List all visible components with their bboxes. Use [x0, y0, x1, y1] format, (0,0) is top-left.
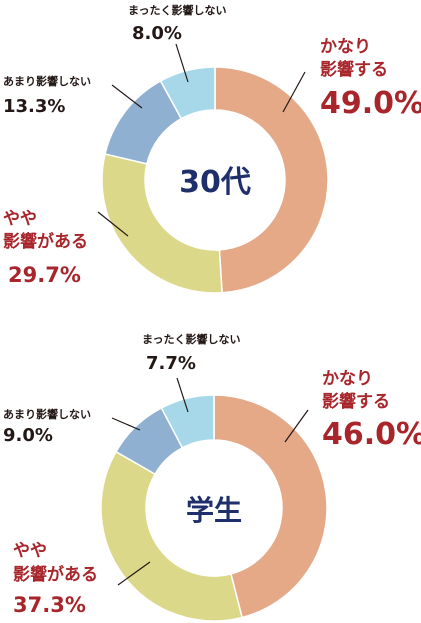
pct-yaya: 37.3%	[13, 593, 86, 617]
pct-amari: 9.0%	[3, 425, 53, 446]
label-yaya-2: 影響がある	[13, 564, 98, 585]
donut-chart-30s	[101, 66, 329, 294]
label-kanari-1: かなり	[322, 369, 373, 389]
donut-chart-students	[100, 394, 328, 622]
label-amari: あまり影響しない	[3, 407, 91, 421]
pct-mattaku: 7.7%	[146, 353, 196, 374]
center-label-students: 学生	[186, 494, 242, 527]
slice-kanari	[213, 394, 328, 619]
slice-kanari	[214, 66, 329, 294]
label-yaya-1: やや	[3, 209, 37, 229]
label-amari: あまり影響しない	[3, 74, 91, 88]
leader-line	[176, 377, 189, 413]
label-kanari-2: 影響する	[320, 59, 388, 80]
pct-kanari: 49.0%	[320, 86, 421, 121]
slice-mattaku	[159, 66, 216, 120]
pct-mattaku: 8.0%	[132, 23, 182, 44]
pct-kanari: 46.0%	[322, 417, 421, 452]
leader-line	[97, 211, 129, 237]
leader-line	[111, 417, 141, 431]
leader-line	[282, 71, 306, 113]
leader-line	[117, 561, 151, 586]
leader-line	[175, 43, 189, 83]
slice-yaya	[101, 153, 223, 294]
pct-amari: 13.3%	[3, 96, 65, 117]
label-yaya-2: 影響がある	[3, 231, 88, 252]
leader-line	[284, 409, 309, 443]
label-kanari-1: かなり	[320, 37, 371, 57]
pct-yaya: 29.7%	[8, 263, 81, 287]
label-kanari-2: 影響する	[322, 391, 390, 412]
leader-line	[111, 84, 143, 109]
label-mattaku: まったく影響しない	[128, 3, 227, 17]
center-label-30s: 30代	[179, 165, 251, 200]
label-yaya-1: やや	[13, 541, 47, 561]
slice-mattaku	[160, 394, 215, 449]
slice-yaya	[100, 450, 244, 622]
label-mattaku: まったく影響しない	[142, 332, 241, 346]
